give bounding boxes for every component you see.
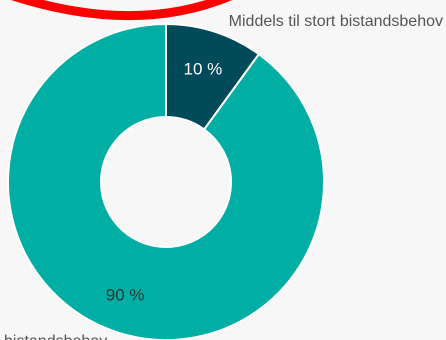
donut-slices: [7, 22, 325, 340]
donut-labels: 10 % 90 %: [106, 59, 223, 304]
annotation-arc: [11, 0, 233, 21]
category-label-top: Middels til stort bistandsbehov: [229, 13, 443, 30]
slice-value-label-1: 90 %: [106, 285, 145, 304]
donut-slice-1: [7, 22, 325, 340]
slice-value-label-0: 10 %: [184, 59, 223, 78]
category-label-bottom: bistandsbehov: [4, 333, 107, 340]
